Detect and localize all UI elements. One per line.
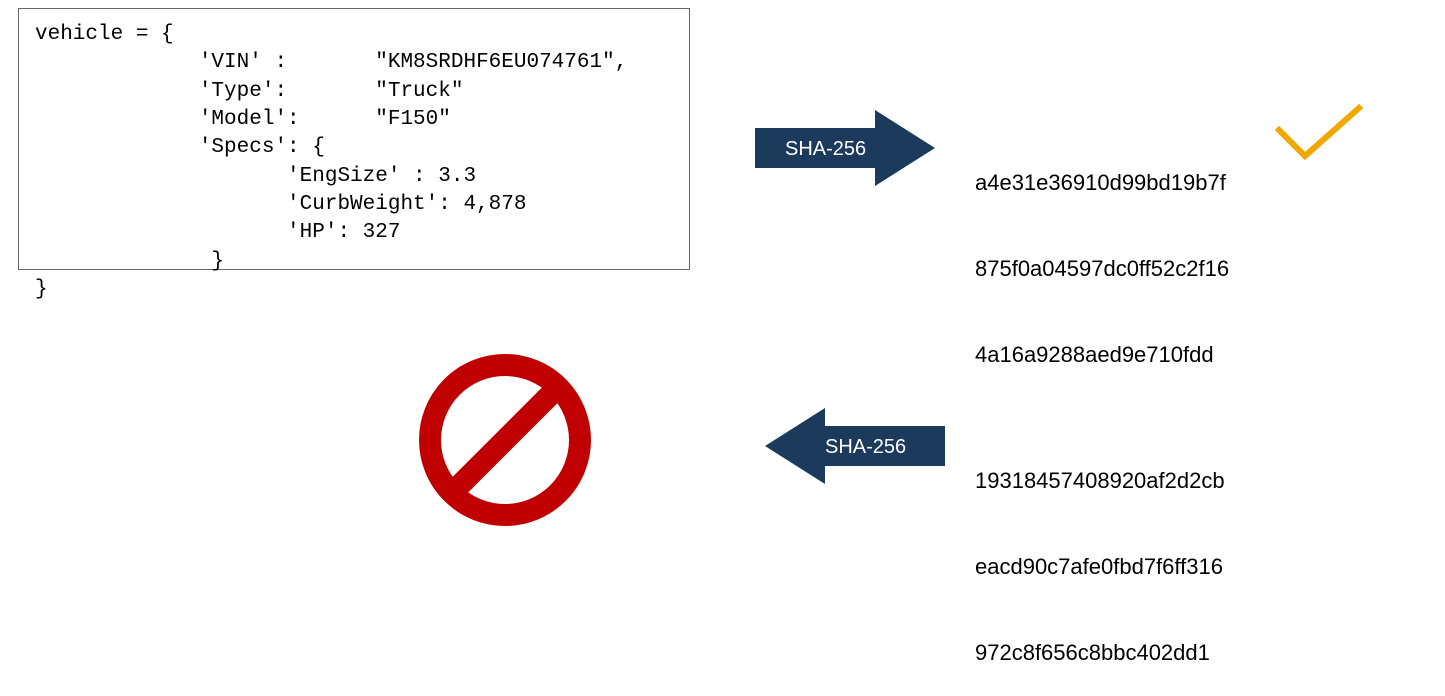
arrow-left-label: SHA-256 xyxy=(825,436,906,459)
hash2-line3: 972c8f656c8bbc402dd1 xyxy=(975,639,1225,668)
hash-output-2: 19318457408920af2d2cb eacd90c7afe0fbd7f6… xyxy=(975,410,1225,696)
hash2-line1: 19318457408920af2d2cb xyxy=(975,467,1225,496)
prohibited-icon xyxy=(415,350,595,535)
hash1-line2: 875f0a04597dc0ff52c2f16 xyxy=(975,255,1229,284)
hash1-line1: a4e31e36910d99bd19b7f xyxy=(975,169,1229,198)
arrow-right-label: SHA-256 xyxy=(785,138,866,161)
code-block: vehicle = { 'VIN' : "KM8SRDHF6EU074761",… xyxy=(18,8,690,270)
hash2-line2: eacd90c7afe0fbd7f6ff316 xyxy=(975,553,1225,582)
checkmark-icon xyxy=(1275,102,1363,171)
hash1-line3: 4a16a9288aed9e710fdd xyxy=(975,341,1229,370)
hash-output-1: a4e31e36910d99bd19b7f 875f0a04597dc0ff52… xyxy=(975,112,1229,398)
